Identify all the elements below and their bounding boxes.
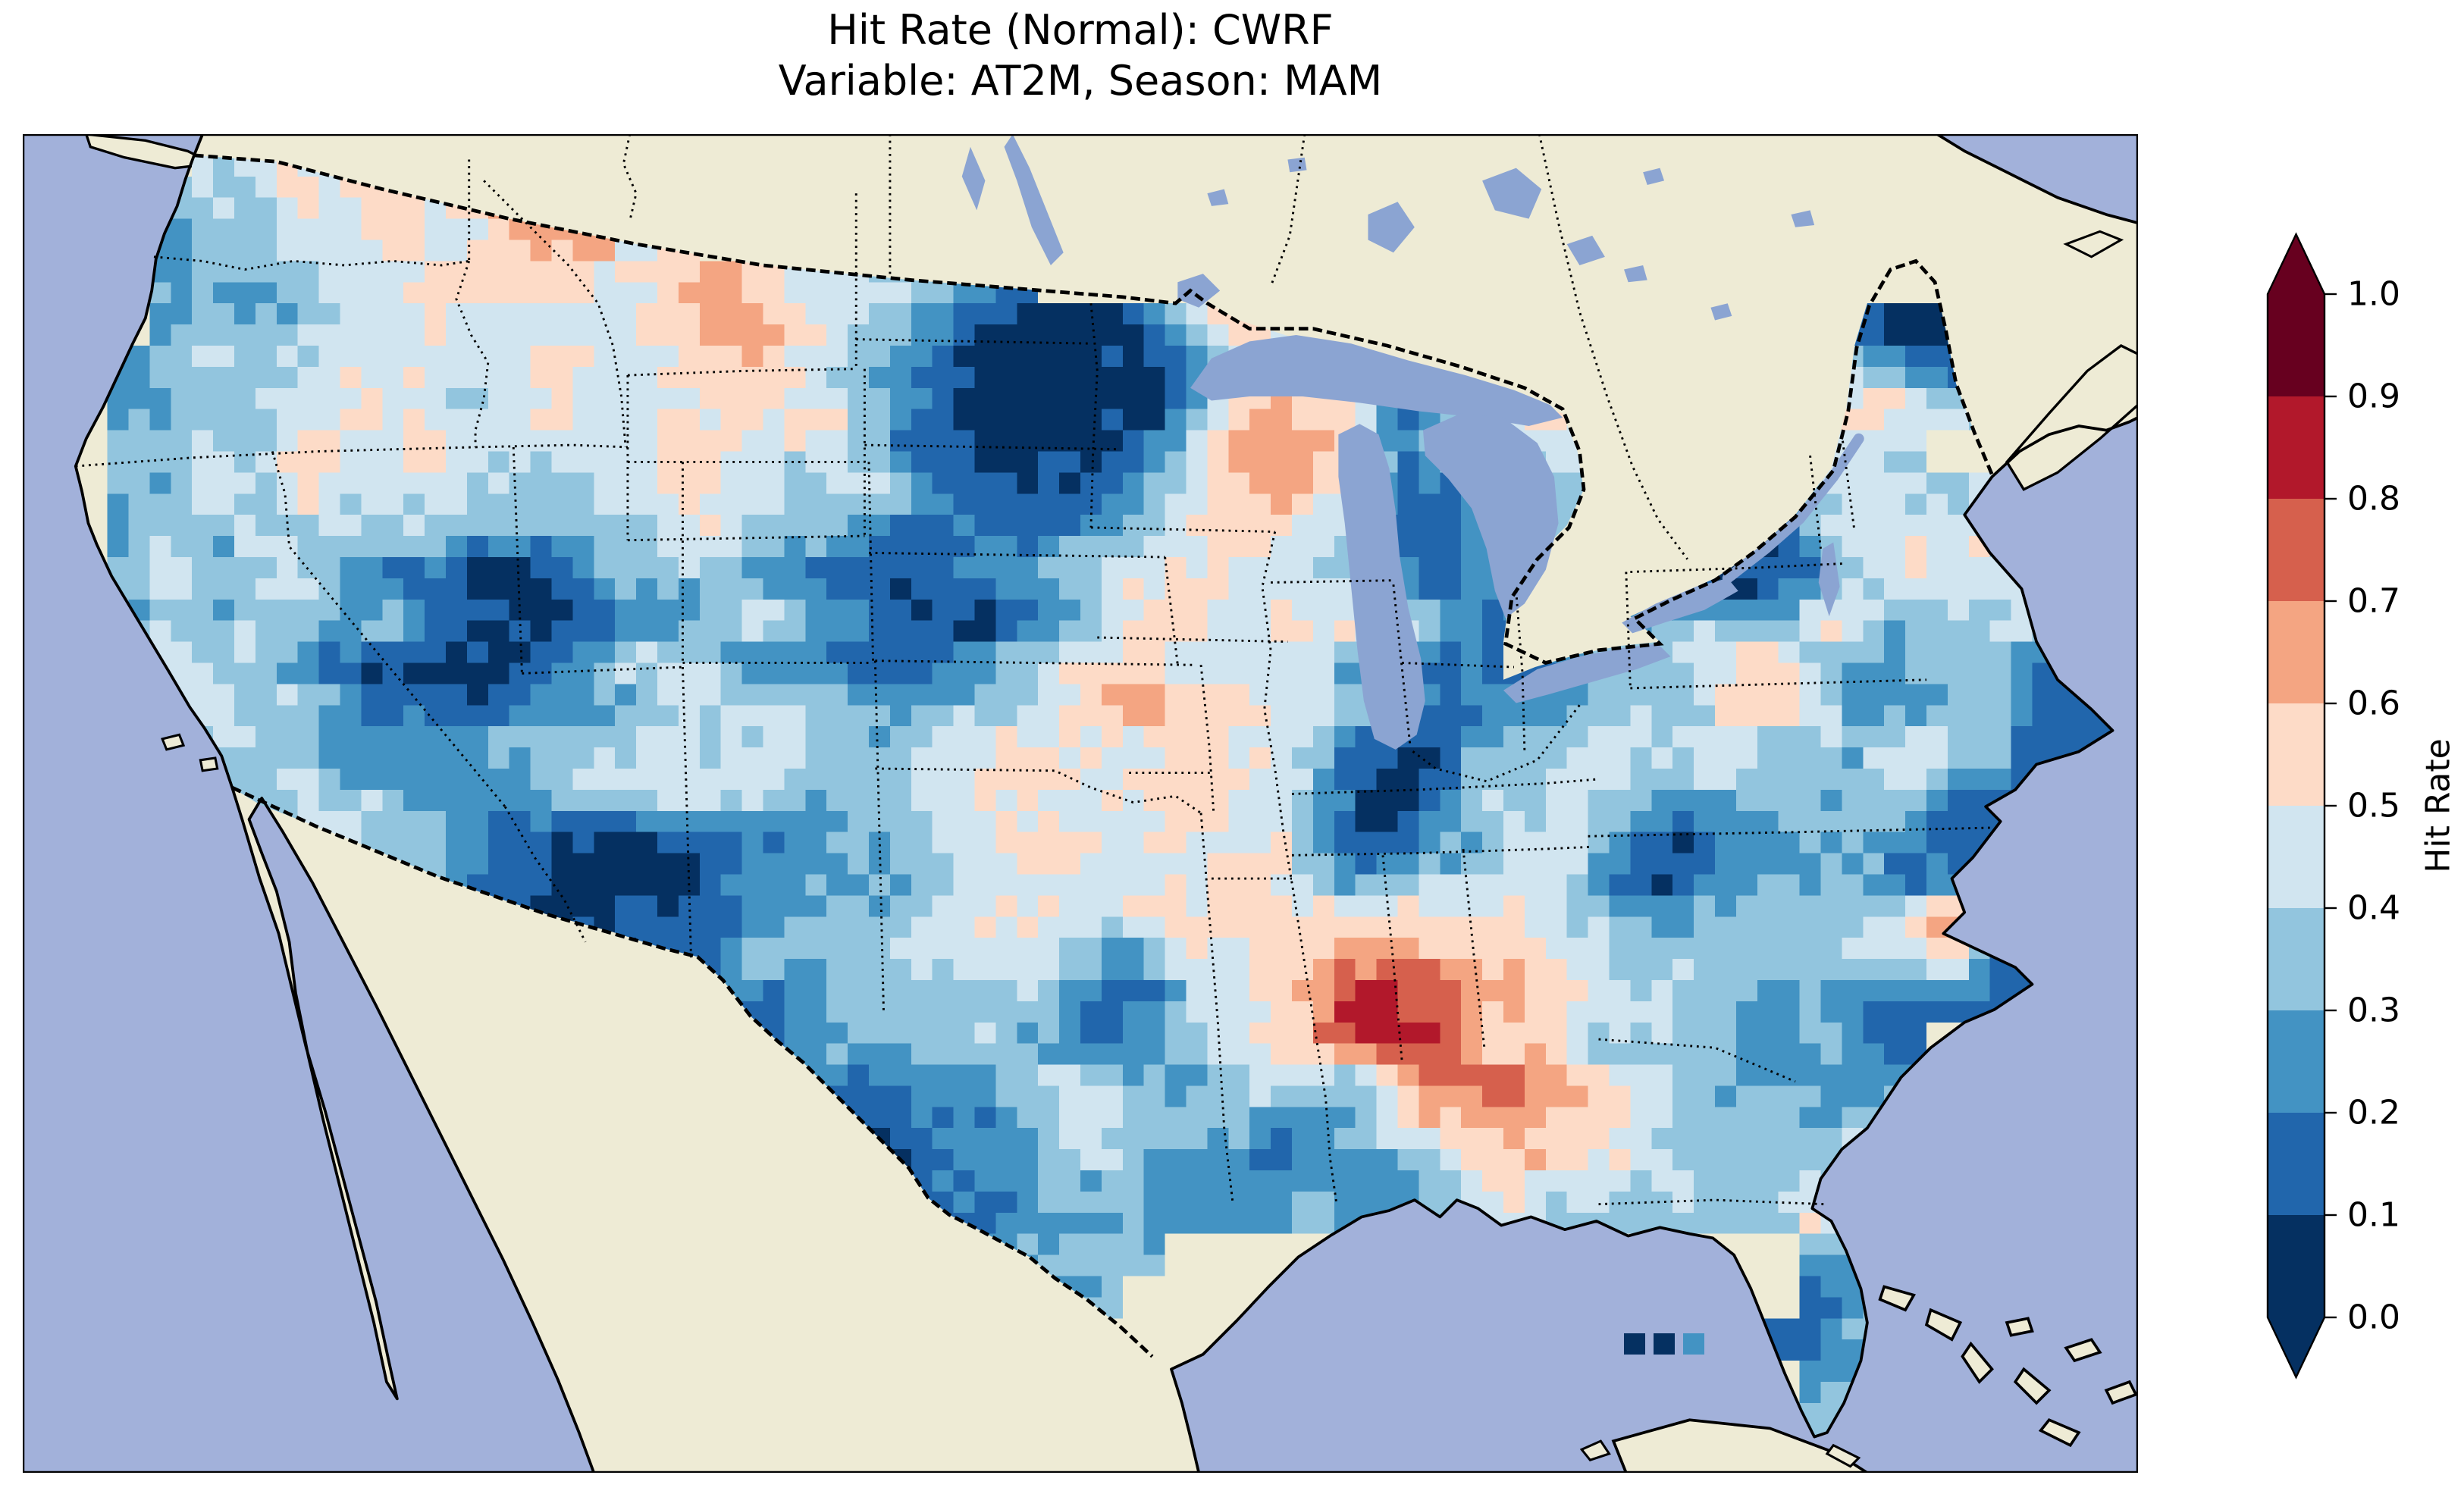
colorbar-tick-label: 0.4: [2347, 889, 2400, 928]
colorbar-svg: 1.0 0.9 0.8 0.7 0.6 0.5 0.4 0.3 0.2 0.1 0.0 Hit Ra…: [2266, 232, 2458, 1380]
colorbar-tick-labels: 1.0 0.9 0.8 0.7 0.6 0.5 0.4 0.3 0.2 0.1 0.0: [2347, 275, 2400, 1337]
map-axes: [20, 132, 2140, 1475]
figure-title: Hit Rate (Normal): CWRF Variable: AT2M, …: [23, 5, 2138, 106]
state-borders: [75, 133, 1990, 1206]
colorbar: 1.0 0.9 0.8 0.7 0.6 0.5 0.4 0.3 0.2 0.1 0.0 Hit Ra…: [2263, 182, 2464, 1440]
artifact-cells: [1624, 1333, 1705, 1355]
colorbar-label: Hit Rate: [2419, 738, 2458, 872]
colorbar-tick-label: 0.0: [2347, 1298, 2400, 1337]
colorbar-tick-label: 0.1: [2347, 1196, 2400, 1235]
colorbar-tick-label: 0.8: [2347, 480, 2400, 518]
colorbar-tick-label: 0.5: [2347, 787, 2400, 825]
colorbar-tick-label: 1.0: [2347, 275, 2400, 314]
colorbar-tick-label: 0.3: [2347, 991, 2400, 1030]
lakes-layer: [961, 134, 1864, 750]
colorbar-tick-label: 0.2: [2347, 1094, 2400, 1132]
colorbar-ticks: [2324, 293, 2337, 1319]
colorbar-tick-label: 0.7: [2347, 582, 2400, 621]
colorbar-segments: [2268, 234, 2324, 1377]
colorbar-axis-label: Hit Rate: [2419, 738, 2458, 872]
us-heatmap-map: [20, 132, 2140, 1475]
title-line-2: Variable: AT2M, Season: MAM: [778, 57, 1383, 105]
title-line-1: Hit Rate (Normal): CWRF: [827, 6, 1334, 54]
country-borders: [193, 153, 1994, 1358]
colorbar-tick-label: 0.9: [2347, 377, 2400, 416]
colorbar-tick-label: 0.6: [2347, 684, 2400, 723]
